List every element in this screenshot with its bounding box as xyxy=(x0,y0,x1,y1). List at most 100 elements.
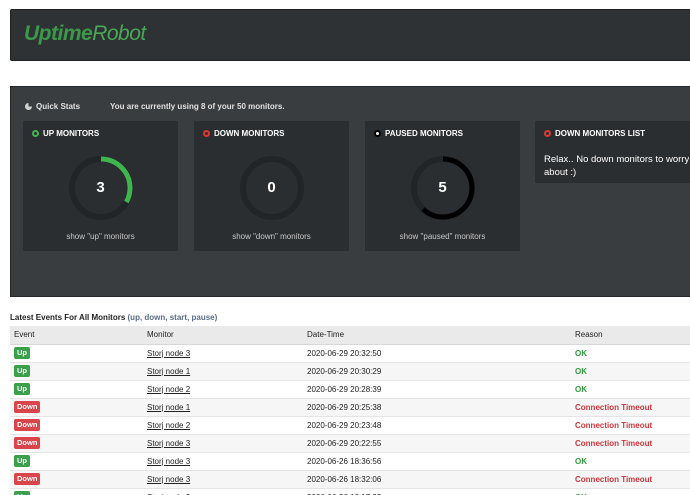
event-cell: Down xyxy=(10,416,143,435)
reason-text: OK xyxy=(575,493,587,495)
monitor-cell: Storj node 2 xyxy=(143,416,303,435)
down-monitors-title: DOWN MONITORS xyxy=(203,129,285,138)
down-list-status-icon xyxy=(544,130,551,137)
monitor-link[interactable]: Storj node 3 xyxy=(147,456,191,466)
up-monitors-ring: 3 xyxy=(68,155,134,221)
event-cell: Down xyxy=(10,434,143,453)
datetime-cell: 2020-06-29 20:32:50 xyxy=(303,344,571,363)
events-table-header: Event Monitor Date-Time Reason xyxy=(10,326,690,345)
column-date-time: Date-Time xyxy=(303,326,571,345)
datetime-cell: 2020-06-26 18:32:06 xyxy=(303,470,571,489)
event-badge: Up xyxy=(14,383,30,395)
paused-monitors-count: 5 xyxy=(438,179,447,196)
down-monitors-list-card: DOWN MONITORS LIST Relax.. No down monit… xyxy=(535,121,690,183)
pie-chart-icon xyxy=(25,103,32,110)
event-cell: Up xyxy=(10,344,143,363)
monitor-cell: Storj node 3 xyxy=(143,488,303,495)
down-monitors-ring: 0 xyxy=(239,155,305,221)
paused-monitors-title: PAUSED MONITORS xyxy=(374,129,463,138)
table-row: Up Storj node 1 2020-06-29 20:30:29 OK xyxy=(10,362,690,381)
datetime-cell: 2020-06-29 20:28:39 xyxy=(303,380,571,399)
table-row: Up Storj node 3 2020-06-26 18:17:33 OK xyxy=(10,488,690,495)
event-cell: Down xyxy=(10,398,143,417)
paused-monitors-card: PAUSED MONITORS 5 show "paused" monitors xyxy=(365,121,520,251)
up-status-icon xyxy=(32,130,39,137)
column-reason: Reason xyxy=(571,326,690,345)
monitor-cell: Storj node 3 xyxy=(143,434,303,453)
monitor-link[interactable]: Storj node 3 xyxy=(147,474,191,484)
paused-monitors-ring: 5 xyxy=(410,155,476,221)
reason-text: Connection Timeout xyxy=(575,402,653,412)
reason-cell: Connection Timeout xyxy=(571,470,690,489)
down-monitors-list-title: DOWN MONITORS LIST xyxy=(544,129,645,138)
monitor-link[interactable]: Storj node 1 xyxy=(147,402,191,412)
reason-text: OK xyxy=(575,456,587,466)
reason-text: OK xyxy=(575,384,587,394)
event-cell: Up xyxy=(10,452,143,471)
down-status-icon xyxy=(203,130,210,137)
reason-cell: OK xyxy=(571,344,690,363)
table-row: Down Storj node 3 2020-06-29 20:22:55 Conne… xyxy=(10,434,690,453)
table-row: Up Storj node 3 2020-06-26 18:36:56 OK xyxy=(10,452,690,471)
event-badge: Down xyxy=(14,473,41,485)
up-monitors-count: 3 xyxy=(96,179,105,196)
datetime-cell: 2020-06-29 20:25:38 xyxy=(303,398,571,417)
monitor-link[interactable]: Storj node 3 xyxy=(147,438,191,448)
monitor-cell: Storj node 1 xyxy=(143,398,303,417)
down-ring-graphic xyxy=(239,156,304,220)
event-badge: Up xyxy=(14,491,30,495)
monitor-link[interactable]: Storj node 2 xyxy=(147,384,191,394)
app-header: UptimeRobot xyxy=(10,9,690,61)
show-up-monitors-link[interactable]: show "up" monitors xyxy=(66,232,135,241)
events-table: Event Monitor Date-Time Reason Up Storj n… xyxy=(10,326,690,495)
table-row: Up Storj node 3 2020-06-29 20:32:50 OK xyxy=(10,344,690,363)
reason-text: OK xyxy=(575,366,587,376)
event-badge: Up xyxy=(14,365,30,377)
monitor-link[interactable]: Storj node 1 xyxy=(147,366,191,376)
monitor-cell: Storj node 3 xyxy=(143,344,303,363)
show-paused-monitors-link[interactable]: show "paused" monitors xyxy=(399,232,486,241)
show-down-monitors-link[interactable]: show "down" monitors xyxy=(232,232,311,241)
reason-cell: OK xyxy=(571,380,690,399)
monitor-cell: Storj node 1 xyxy=(143,362,303,381)
paused-ring-graphic xyxy=(410,156,475,220)
datetime-cell: 2020-06-29 20:22:55 xyxy=(303,434,571,453)
reason-text: OK xyxy=(575,348,587,358)
reason-cell: OK xyxy=(571,362,690,381)
uptimerobot-logo[interactable]: UptimeRobot xyxy=(24,22,146,45)
event-badge: Up xyxy=(14,455,30,467)
monitor-cell: Storj node 3 xyxy=(143,470,303,489)
quick-stats-title: Quick Stats xyxy=(25,102,80,111)
event-cell: Up xyxy=(10,488,143,495)
monitor-cell: Storj node 2 xyxy=(143,380,303,399)
table-row: Down Storj node 2 2020-06-29 20:23:48 Conne… xyxy=(10,416,690,435)
up-monitors-title: UP MONITORS xyxy=(32,129,99,138)
no-down-monitors-message: Relax.. No down monitors to worry about … xyxy=(544,154,690,178)
monitor-link[interactable]: Storj node 3 xyxy=(147,348,191,358)
reason-cell: OK xyxy=(571,452,690,471)
monitor-link[interactable]: Storj node 3 xyxy=(147,493,190,495)
event-badge: Down xyxy=(14,419,41,431)
table-row: Down Storj node 1 2020-06-29 20:25:38 Conne… xyxy=(10,398,690,417)
reason-cell: OK xyxy=(571,488,690,495)
reason-text: Connection Timeout xyxy=(575,420,653,430)
datetime-cell: 2020-06-26 18:36:56 xyxy=(303,452,571,471)
events-filter-label: (up, down, start, pause) xyxy=(127,313,218,322)
datetime-cell: 2020-06-26 18:17:33 xyxy=(303,488,571,495)
up-ring-arc xyxy=(69,156,132,220)
datetime-cell: 2020-06-29 20:23:48 xyxy=(303,416,571,435)
quick-stats-panel: Quick Stats You are currently using 8 of… xyxy=(10,86,690,297)
paused-status-icon xyxy=(374,130,381,137)
events-table-body: Up Storj node 3 2020-06-29 20:32:50 OK Up Sto… xyxy=(10,344,690,495)
datetime-cell: 2020-06-29 20:30:29 xyxy=(303,362,571,381)
table-row: Down Storj node 3 2020-06-26 18:32:06 Conne… xyxy=(10,470,690,489)
up-ring-graphic xyxy=(68,156,133,220)
table-row: Up Storj node 2 2020-06-29 20:28:39 OK xyxy=(10,380,690,399)
event-cell: Up xyxy=(10,362,143,381)
up-monitors-card: UP MONITORS 3 show "up" monitors xyxy=(23,121,178,251)
column-event: Event xyxy=(10,326,143,345)
reason-text: Connection Timeout xyxy=(575,438,653,448)
reason-cell: Connection Timeout xyxy=(571,434,690,453)
monitor-link[interactable]: Storj node 2 xyxy=(147,420,191,430)
latest-events-title: Latest Events For All Monitors (up, down… xyxy=(10,313,218,322)
